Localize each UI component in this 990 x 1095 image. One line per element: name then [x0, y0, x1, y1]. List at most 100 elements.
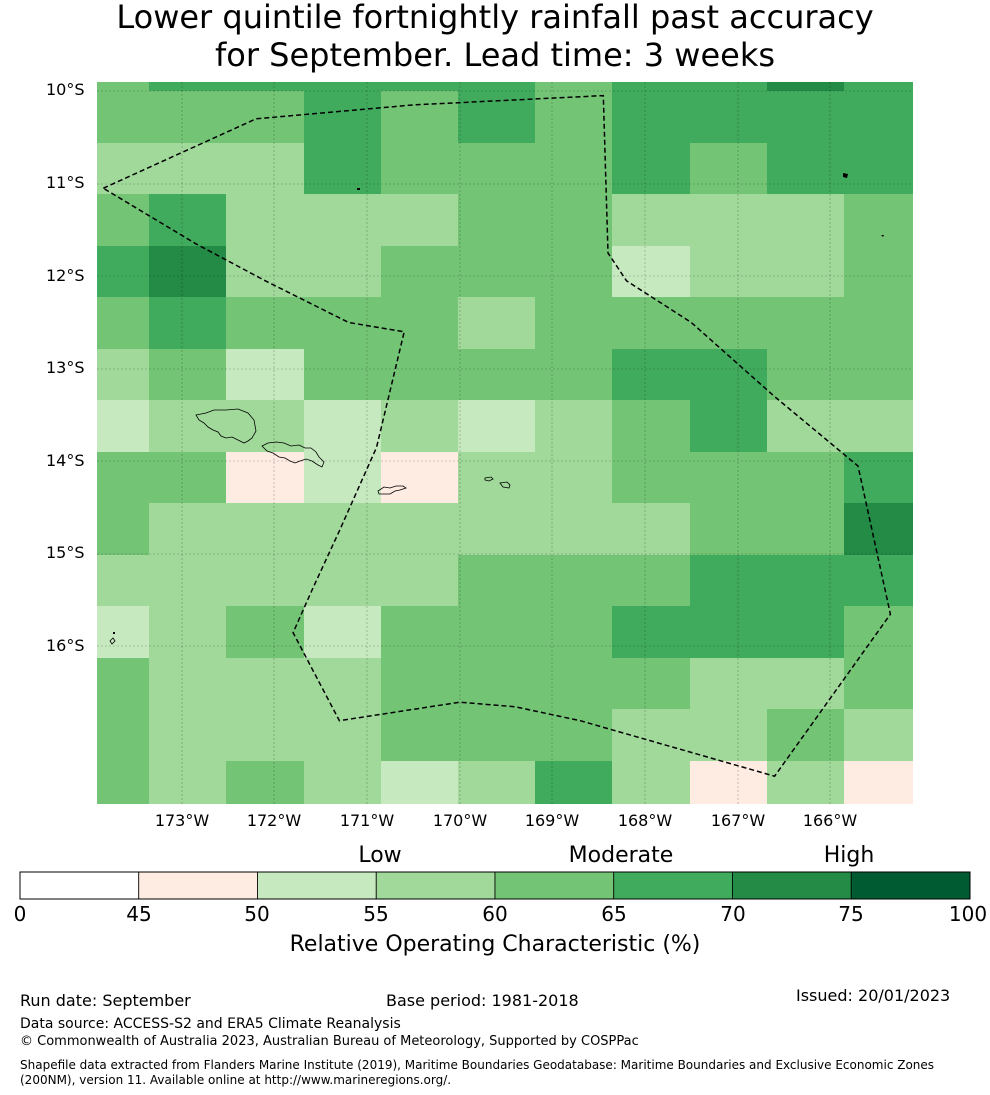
- grid-cell: [767, 452, 844, 503]
- colorbar-tick-50: 50: [244, 902, 270, 926]
- grid-cell: [458, 452, 535, 503]
- category-moderate: Moderate: [568, 843, 674, 868]
- grid-cell: [97, 709, 149, 761]
- grid-cell: [97, 761, 149, 804]
- grid-cell: [304, 606, 381, 658]
- grid-cell: [535, 349, 612, 400]
- grid-cell: [149, 246, 226, 297]
- grid-cell: [535, 709, 612, 761]
- grid-cell: [458, 246, 535, 297]
- small-islet: [881, 235, 884, 237]
- colorbar-tick-75: 75: [838, 902, 864, 926]
- grid-cell: [535, 400, 612, 452]
- lat-label-12s: 12°S: [46, 266, 85, 285]
- grid-cell: [690, 349, 767, 400]
- grid-cell: [844, 400, 913, 452]
- grid-cell: [97, 452, 149, 503]
- grid-cell: [149, 452, 226, 503]
- grid-cell: [690, 297, 767, 349]
- grid-cell: [690, 761, 767, 804]
- small-islet: [357, 188, 360, 190]
- lat-label-13s: 13°S: [46, 358, 85, 377]
- grid-cell: [149, 503, 226, 555]
- swains-island: [109, 637, 116, 645]
- grid-cell: [226, 349, 304, 400]
- grid-cell: [97, 658, 149, 709]
- small-islet: [113, 632, 115, 634]
- grid-cell: [381, 297, 458, 349]
- copyright: © Commonwealth of Australia 2023, Austra…: [20, 1034, 639, 1049]
- grid-cell: [844, 91, 913, 143]
- grid-cell: [844, 452, 913, 503]
- grid-cell: [535, 91, 612, 143]
- grid-cell: [844, 709, 913, 761]
- colorbar-tick-60: 60: [482, 902, 508, 926]
- grid-cell: [612, 349, 690, 400]
- grid-cell: [535, 503, 612, 555]
- grid-cell: [304, 709, 381, 761]
- grid-cell: [381, 82, 458, 91]
- grid-cell: [844, 349, 913, 400]
- grid-cell: [226, 606, 304, 658]
- grid-cell: [226, 452, 304, 503]
- map-title-line-2: for September. Lead time: 3 weeks: [214, 36, 776, 74]
- grid-cell: [381, 606, 458, 658]
- grid-cell: [149, 555, 226, 606]
- grid-cell: [97, 555, 149, 606]
- grid-cell: [458, 349, 535, 400]
- grid-cell: [535, 297, 612, 349]
- colorbar-bins: [19, 871, 971, 900]
- grid-cell: [226, 194, 304, 246]
- grid-cell: [381, 194, 458, 246]
- grid-cell: [612, 82, 690, 91]
- grid-cell: [612, 555, 690, 606]
- grid-cell: [458, 709, 535, 761]
- grid-cell: [226, 503, 304, 555]
- grid-cell: [767, 555, 844, 606]
- grid-cell: [612, 606, 690, 658]
- grid-cell: [149, 91, 226, 143]
- grid-cell: [226, 143, 304, 194]
- grid-cell: [97, 91, 149, 143]
- grid-cell: [381, 143, 458, 194]
- grid-cell: [844, 82, 913, 91]
- lon-label-170w: 170°W: [432, 811, 488, 830]
- grid-cell: [304, 761, 381, 804]
- grid-cell: [690, 503, 767, 555]
- grid-cell: [458, 761, 535, 804]
- grid-cell: [612, 91, 690, 143]
- grid-cell: [767, 606, 844, 658]
- grid-cell: [458, 658, 535, 709]
- lat-label-15s: 15°S: [46, 543, 85, 562]
- grid-cell: [458, 143, 535, 194]
- grid-cell: [690, 606, 767, 658]
- grid-cell: [767, 297, 844, 349]
- grid-cell: [458, 400, 535, 452]
- grid-cell: [97, 297, 149, 349]
- lat-label-11s: 11°S: [46, 173, 85, 192]
- grid-cell: [381, 658, 458, 709]
- colorbar-bin: [613, 871, 733, 900]
- colorbar-bin: [138, 871, 258, 900]
- lon-label-173w: 173°W: [154, 811, 210, 830]
- lon-label-172w: 172°W: [246, 811, 302, 830]
- grid-cell: [844, 503, 913, 555]
- category-low: Low: [358, 843, 402, 868]
- grid-cell: [690, 400, 767, 452]
- shapefile-credit: Shapefile data extracted from Flanders M…: [20, 1058, 935, 1087]
- grid-cell: [97, 143, 149, 194]
- grid-cell: [381, 452, 458, 503]
- grid-cell: [690, 246, 767, 297]
- lon-label-171w: 171°W: [339, 811, 395, 830]
- colorbar-bin: [257, 871, 377, 900]
- grid-cell: [767, 82, 844, 91]
- grid-cell: [844, 761, 913, 804]
- grid-cell: [381, 761, 458, 804]
- grid-cell: [381, 709, 458, 761]
- grid-cell: [97, 246, 149, 297]
- grid-cell: [535, 143, 612, 194]
- grid-cell: [149, 82, 226, 91]
- grid-cell: [612, 709, 690, 761]
